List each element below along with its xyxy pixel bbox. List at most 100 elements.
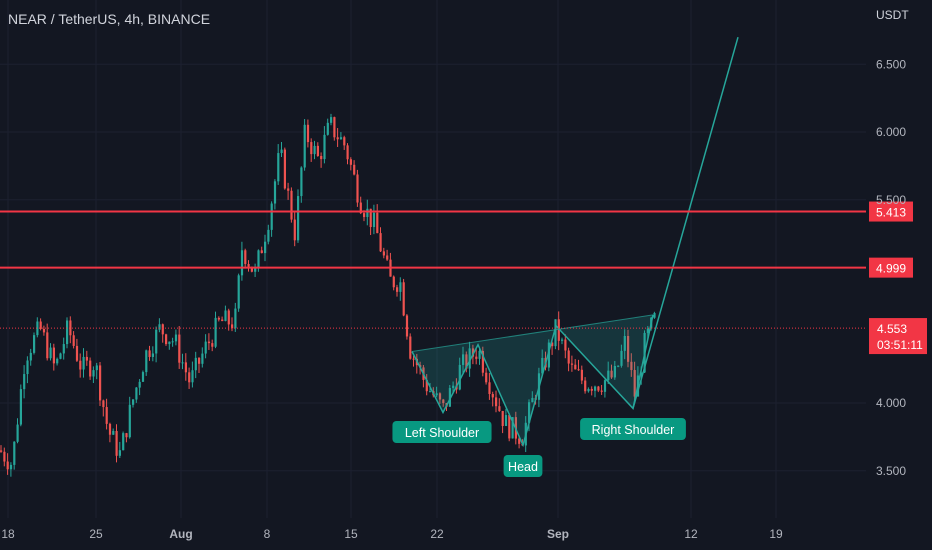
price-tag	[869, 201, 913, 222]
candle-body	[224, 310, 227, 322]
candle-body	[336, 137, 339, 140]
candle-body	[194, 357, 197, 371]
candle-body	[122, 433, 125, 451]
candle-body	[128, 404, 131, 438]
candle-body	[36, 321, 39, 336]
candle-body	[306, 124, 310, 143]
candle-body	[19, 389, 22, 425]
candle-body	[138, 381, 141, 388]
candle-body	[462, 354, 465, 365]
candle-body	[56, 358, 59, 364]
candle-body	[277, 153, 280, 182]
candle-body	[112, 431, 115, 435]
x-tick-label: 25	[89, 527, 103, 541]
candle-body	[567, 350, 570, 364]
symbol-title[interactable]: NEAR / TetherUS, 4h, BINANCE	[8, 11, 211, 27]
support-resistance-lines: 5.413 4.999 4.553 03:51:11	[0, 201, 927, 355]
candle-body	[207, 341, 211, 344]
candle-body	[412, 358, 415, 360]
candle-body	[303, 124, 306, 168]
candle-body	[425, 379, 428, 392]
candle-body	[554, 319, 557, 347]
candle-body	[221, 319, 224, 322]
candle-body	[640, 372, 643, 376]
candle-body	[141, 372, 145, 382]
candle-body	[283, 149, 286, 189]
neckline	[411, 314, 654, 353]
x-tick-label: 8	[264, 527, 271, 541]
candle-body	[151, 353, 154, 357]
candle-body	[237, 275, 240, 309]
candle-body	[3, 451, 6, 462]
candle-body	[468, 348, 471, 369]
candle-body	[366, 208, 369, 218]
candle-body	[181, 362, 184, 364]
candle-body	[620, 350, 623, 366]
candle-body	[557, 319, 560, 341]
candle-body	[452, 385, 455, 389]
candle-body	[448, 388, 451, 407]
candle-body	[66, 320, 69, 345]
candle-body	[547, 342, 550, 368]
candle-body	[574, 364, 577, 370]
candle-body	[359, 202, 362, 214]
candle-body	[458, 364, 461, 390]
candle-body	[326, 122, 329, 135]
candle-body	[405, 315, 409, 337]
candle-body	[171, 341, 174, 343]
price-tag-label: 4.999	[876, 262, 906, 276]
candlestick-series	[0, 113, 656, 477]
candle-body	[590, 388, 593, 391]
candle-body	[570, 363, 574, 365]
candle-body	[475, 356, 478, 359]
right-shoulder-label: Right Shoulder	[592, 423, 675, 437]
candle-body	[158, 324, 161, 330]
candle-body	[188, 372, 191, 383]
candle-body	[250, 266, 253, 272]
left-shoulder-label-box	[392, 421, 492, 443]
candle-body	[155, 329, 158, 354]
candle-body	[211, 343, 214, 347]
candle-body	[115, 431, 118, 456]
candle-body	[610, 370, 613, 378]
candle-body	[260, 250, 263, 254]
candle-body	[69, 320, 72, 336]
candle-body	[518, 438, 521, 444]
candle-body	[607, 370, 610, 381]
candle-body	[92, 370, 95, 377]
candle-body	[485, 372, 488, 383]
candle-body	[105, 407, 108, 424]
candle-body	[300, 167, 303, 197]
candle-body	[6, 461, 9, 470]
candle-body	[587, 388, 590, 392]
candle-body	[234, 308, 237, 329]
candle-body	[16, 424, 19, 442]
candle-body	[330, 117, 333, 123]
y-tick-label: 3.500	[876, 464, 906, 478]
candle-body	[653, 313, 656, 318]
candle-body	[254, 267, 257, 272]
candle-body	[273, 181, 277, 204]
y-tick-label: 5.500	[876, 193, 906, 207]
candle-body	[333, 117, 336, 138]
candle-body	[504, 415, 508, 427]
candle-body	[386, 255, 389, 260]
candle-body	[72, 335, 75, 346]
candle-body	[382, 251, 385, 256]
candle-body	[617, 365, 620, 367]
candle-body	[46, 332, 49, 359]
candle-body	[435, 393, 438, 396]
candle-body	[343, 137, 346, 146]
candle-body	[584, 380, 587, 392]
candle-body	[102, 400, 105, 408]
x-tick-label: Aug	[169, 527, 192, 541]
candle-body	[438, 393, 442, 400]
candle-body	[33, 335, 36, 353]
candle-body	[363, 213, 366, 218]
candle-body	[369, 208, 372, 228]
candle-body	[82, 356, 85, 370]
candle-body	[310, 142, 313, 155]
candle-body	[356, 174, 359, 203]
candle-body	[201, 353, 204, 364]
